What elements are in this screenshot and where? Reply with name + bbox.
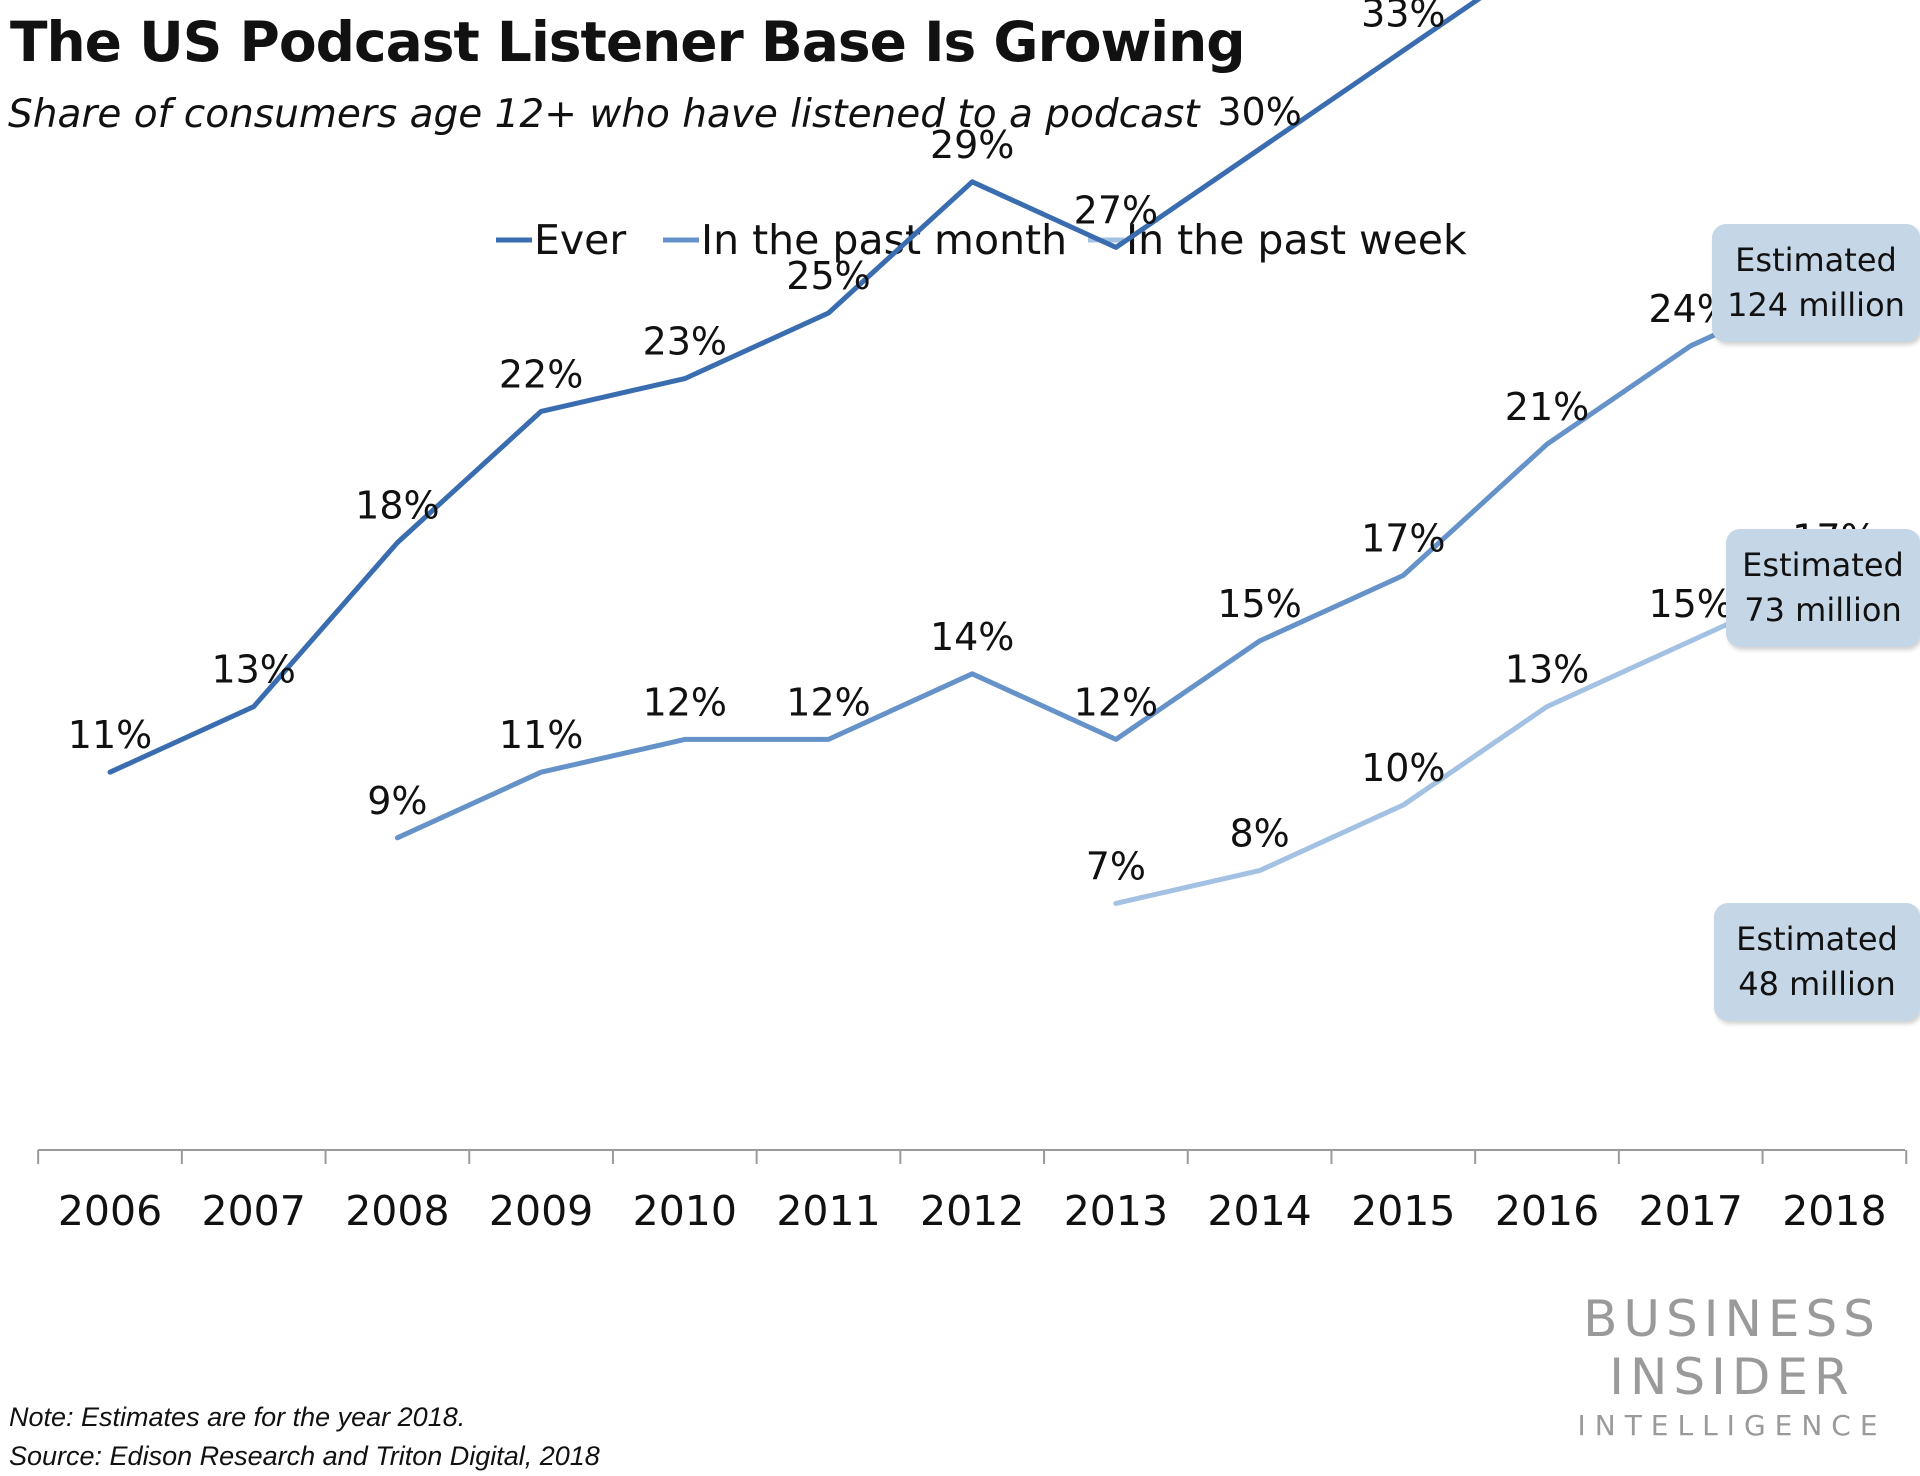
x-tick-label-2009: 2009 [489, 1187, 593, 1235]
note-text: Note: Estimates are for the year 2018. [9, 1402, 466, 1432]
data-label-ever-2015: 33% [1361, 0, 1445, 36]
chart-title: The US Podcast Listener Base Is Growing [10, 10, 1246, 74]
x-tick-label-2014: 2014 [1207, 1187, 1311, 1235]
data-label-ever-2012: 29% [930, 123, 1014, 167]
data-label-ever-2008: 18% [355, 484, 439, 528]
x-axis: 2006 2007 2008 2009 2010 2011 2012 2013 2014 2015… [37, 1149, 1908, 1235]
annotation-week-estimate: Estimated 48 million [1714, 903, 1920, 1021]
data-label-in-the-past-week-2016: 13% [1505, 648, 1589, 692]
annotation-week-line1: Estimated [1736, 920, 1898, 958]
annotation-month-estimate: Estimated 73 million [1726, 529, 1920, 647]
data-label-in-the-past-month-2011: 12% [786, 680, 870, 724]
data-label-in-the-past-month-2008: 9% [367, 779, 427, 823]
series-line-in-the-past-week [1113, 572, 1837, 906]
data-label-in-the-past-month-2014: 15% [1217, 582, 1301, 626]
data-label-in-the-past-month-2015: 17% [1361, 516, 1445, 560]
series-line-in-the-past-month [394, 277, 1837, 841]
x-tick-label-2008: 2008 [345, 1187, 449, 1235]
x-tick-label-2011: 2011 [776, 1187, 880, 1235]
brand-line3: INTELLIGENCE [1577, 1409, 1887, 1442]
data-label-in-the-past-month-2009: 11% [499, 713, 583, 757]
x-tick-label-2012: 2012 [920, 1187, 1024, 1235]
data-label-in-the-past-month-2016: 21% [1505, 385, 1589, 429]
series-lines [107, 0, 1837, 906]
data-label-ever-2011: 25% [786, 254, 870, 298]
chart-legend: Ever In the past month In the past week [496, 216, 1467, 264]
data-label-in-the-past-month-2012: 14% [930, 615, 1014, 659]
x-tick-label-2010: 2010 [633, 1187, 737, 1235]
data-label-ever-2009: 22% [499, 352, 583, 396]
x-tick-label-2018: 2018 [1782, 1187, 1886, 1235]
series-line-ever [107, 0, 1482, 775]
x-tick-label-2017: 2017 [1639, 1187, 1743, 1235]
legend-label-in-the-past-month: In the past month [701, 216, 1067, 264]
data-label-ever-2006: 11% [68, 713, 152, 757]
data-label-ever-2007: 13% [211, 648, 295, 692]
footnote: Note: Estimates are for the year 2018. S… [9, 1398, 600, 1476]
brand-line1: BUSINESS [1583, 1290, 1881, 1348]
annotation-ever-estimate: Estimated 124 million [1712, 224, 1920, 342]
brand-logo: BUSINESS INSIDER INTELLIGENCE [1572, 1290, 1892, 1446]
x-tick-label-2013: 2013 [1064, 1187, 1168, 1235]
annotation-week-line2: 48 million [1738, 965, 1896, 1003]
data-label-in-the-past-week-2015: 10% [1361, 746, 1445, 790]
source-text: Source: Edison Research and Triton Digit… [9, 1441, 600, 1471]
data-label-in-the-past-week-2013: 7% [1086, 844, 1146, 888]
annotation-month-line2: 73 million [1744, 591, 1902, 629]
data-label-ever-2013: 27% [1074, 188, 1158, 232]
annotation-month-line1: Estimated [1742, 546, 1904, 584]
legend-label-in-the-past-week: In the past week [1126, 216, 1467, 264]
x-tick-label-2006: 2006 [58, 1187, 162, 1235]
data-label-in-the-past-month-2013: 12% [1074, 680, 1158, 724]
x-tick-label-2016: 2016 [1495, 1187, 1599, 1235]
data-label-ever-2014: 30% [1217, 90, 1301, 134]
data-label-in-the-past-week-2017: 15% [1648, 582, 1732, 626]
data-label-ever-2010: 23% [643, 320, 727, 364]
annotation-ever-line2: 124 million [1727, 286, 1905, 324]
x-tick-label-2007: 2007 [202, 1187, 306, 1235]
data-labels: 11%13%18%22%23%25%29%27%30%33%36%40%44%9… [68, 0, 1877, 888]
legend-label-ever: Ever [534, 216, 626, 264]
x-tick-label-2015: 2015 [1351, 1187, 1455, 1235]
data-label-in-the-past-week-2014: 8% [1229, 812, 1289, 856]
brand-line2: INSIDER [1609, 1348, 1855, 1406]
annotation-ever-line1: Estimated [1735, 241, 1897, 279]
chart-subtitle: Share of consumers age 12+ who have list… [8, 92, 1200, 137]
data-label-in-the-past-month-2010: 12% [643, 680, 727, 724]
